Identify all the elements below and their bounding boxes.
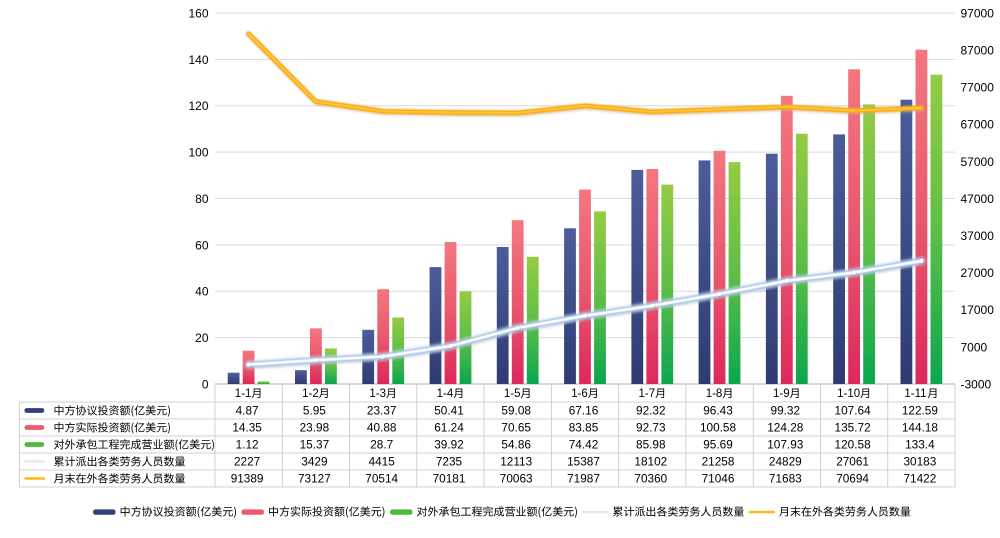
svg-text:27061: 27061	[836, 455, 869, 469]
svg-text:14.35: 14.35	[232, 421, 262, 435]
svg-text:67.16: 67.16	[569, 404, 599, 418]
svg-text:70694: 70694	[836, 472, 869, 486]
svg-text:15387: 15387	[567, 455, 600, 469]
svg-text:107.93: 107.93	[767, 438, 804, 452]
svg-text:107.64: 107.64	[835, 404, 872, 418]
svg-text:1-5: 1-5	[504, 388, 521, 400]
svg-text:160: 160	[188, 6, 208, 20]
svg-text:74.42: 74.42	[569, 438, 599, 452]
svg-text:50.41: 50.41	[434, 404, 464, 418]
svg-text:99.32: 99.32	[771, 404, 801, 418]
svg-text:15.37: 15.37	[300, 438, 330, 452]
svg-text:83.85: 83.85	[569, 421, 599, 435]
svg-text:12113: 12113	[500, 455, 532, 469]
svg-text:40.88: 40.88	[367, 421, 397, 435]
svg-text:7235: 7235	[436, 455, 463, 469]
svg-text:96.43: 96.43	[703, 404, 733, 418]
svg-text:0: 0	[202, 377, 209, 391]
svg-text:27000: 27000	[961, 266, 995, 280]
svg-text:37000: 37000	[961, 229, 995, 243]
svg-text:23.98: 23.98	[300, 421, 330, 435]
svg-text:92.32: 92.32	[636, 404, 666, 418]
svg-text:100.58: 100.58	[700, 421, 737, 435]
svg-text:124.28: 124.28	[767, 421, 804, 435]
svg-text:30183: 30183	[903, 455, 936, 469]
svg-text:80: 80	[195, 192, 209, 206]
svg-text:71422: 71422	[903, 472, 936, 486]
svg-text:57000: 57000	[961, 155, 995, 169]
svg-text:70.65: 70.65	[501, 421, 531, 435]
svg-text:7000: 7000	[961, 340, 988, 354]
svg-text:3429: 3429	[301, 455, 327, 469]
svg-text:70514: 70514	[365, 472, 398, 486]
svg-text:40: 40	[195, 285, 209, 299]
svg-text:77000: 77000	[961, 81, 995, 95]
svg-text:1-1: 1-1	[235, 388, 252, 400]
svg-text:61.24: 61.24	[434, 421, 464, 435]
svg-text:1-3: 1-3	[369, 388, 386, 400]
svg-text:67000: 67000	[961, 118, 995, 132]
svg-text:87000: 87000	[961, 44, 995, 58]
svg-text:100: 100	[188, 146, 208, 160]
svg-text:60: 60	[195, 238, 209, 252]
svg-text:1-6: 1-6	[571, 388, 588, 400]
svg-text:71683: 71683	[769, 472, 802, 486]
svg-text:4.87: 4.87	[236, 404, 259, 418]
svg-text:5.95: 5.95	[303, 404, 326, 418]
svg-text:92.73: 92.73	[636, 421, 666, 435]
svg-text:47000: 47000	[961, 192, 995, 206]
svg-text:1-11: 1-11	[904, 388, 926, 400]
svg-text:133.4: 133.4	[905, 438, 935, 452]
svg-text:95.69: 95.69	[703, 438, 733, 452]
svg-text:70181: 70181	[433, 472, 466, 486]
svg-text:1-8: 1-8	[706, 388, 723, 400]
svg-text:97000: 97000	[961, 6, 995, 20]
svg-text:135.72: 135.72	[835, 421, 871, 435]
svg-text:21258: 21258	[702, 455, 735, 469]
svg-text:59.08: 59.08	[501, 404, 531, 418]
svg-text:17000: 17000	[961, 303, 995, 317]
svg-text:20: 20	[195, 331, 209, 345]
svg-text:71046: 71046	[702, 472, 735, 486]
svg-text:1-7: 1-7	[639, 388, 656, 400]
svg-text:91389: 91389	[231, 472, 264, 486]
svg-text:1-2: 1-2	[302, 388, 319, 400]
svg-text:120: 120	[188, 99, 208, 113]
svg-text:70360: 70360	[634, 472, 667, 486]
svg-text:28.7: 28.7	[370, 438, 393, 452]
svg-text:120.58: 120.58	[835, 438, 872, 452]
svg-text:23.37: 23.37	[367, 404, 397, 418]
svg-text:1-10: 1-10	[837, 388, 860, 400]
svg-text:85.98: 85.98	[636, 438, 666, 452]
svg-text:-3000: -3000	[961, 377, 992, 391]
svg-text:73127: 73127	[298, 472, 331, 486]
svg-text:1-9: 1-9	[773, 388, 790, 400]
svg-text:54.86: 54.86	[501, 438, 531, 452]
svg-text:122.59: 122.59	[902, 404, 938, 418]
svg-text:144.18: 144.18	[902, 421, 939, 435]
svg-text:70063: 70063	[500, 472, 533, 486]
svg-text:39.92: 39.92	[434, 438, 464, 452]
svg-text:71987: 71987	[567, 472, 600, 486]
svg-text:18102: 18102	[634, 455, 667, 469]
svg-text:24829: 24829	[769, 455, 802, 469]
svg-text:1.12: 1.12	[236, 438, 259, 452]
svg-text:4415: 4415	[369, 455, 396, 469]
svg-text:1-4: 1-4	[437, 388, 454, 400]
svg-text:2227: 2227	[234, 455, 260, 469]
svg-text:140: 140	[188, 53, 208, 67]
